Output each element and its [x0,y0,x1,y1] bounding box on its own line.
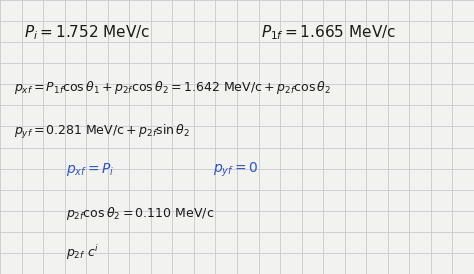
Text: $p_{2f} \ c^i$: $p_{2f} \ c^i$ [66,243,99,261]
Text: $p_{yf} = 0.281 \ \mathrm{MeV/c} + p_{2f}\sin\theta_2$: $p_{yf} = 0.281 \ \mathrm{MeV/c} + p_{2f… [14,122,190,141]
Text: $p_{xf} = P_{1f}\cos\theta_1 + p_{2f}\cos\theta_2 = 1.642 \ \mathrm{MeV/c} + p_{: $p_{xf} = P_{1f}\cos\theta_1 + p_{2f}\co… [14,79,331,96]
Text: $P_{1f} = 1.665 \ \mathrm{MeV/c}$: $P_{1f} = 1.665 \ \mathrm{MeV/c}$ [261,24,396,42]
Text: $p_{xf} = P_i$: $p_{xf} = P_i$ [66,161,115,178]
Text: $p_{yf} = 0$: $p_{yf} = 0$ [213,161,258,179]
Text: $P_i = 1.752 \ \mathrm{MeV/c}$: $P_i = 1.752 \ \mathrm{MeV/c}$ [24,24,150,42]
Text: $p_{2f}\cos\theta_2 = 0.110 \ \mathrm{MeV/c}$: $p_{2f}\cos\theta_2 = 0.110 \ \mathrm{Me… [66,205,215,222]
